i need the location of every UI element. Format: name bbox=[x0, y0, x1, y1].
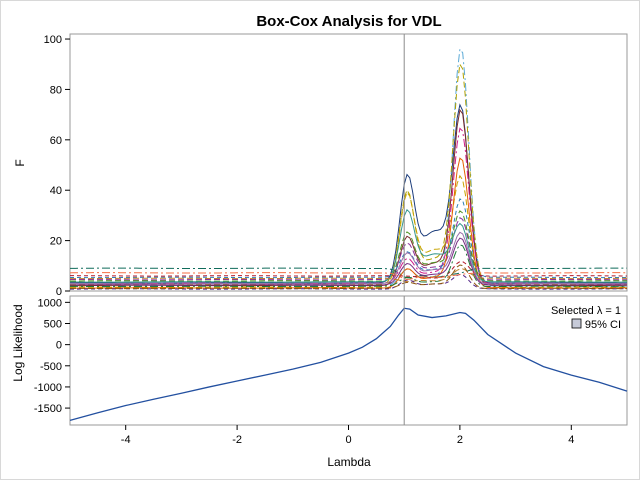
x-tick-label: -4 bbox=[121, 434, 131, 446]
f-y-axis-label: F bbox=[13, 159, 27, 166]
x-tick-label: -2 bbox=[232, 434, 242, 446]
f-series-line bbox=[69, 237, 628, 286]
ll-y-axis-label: Log Likelihood bbox=[11, 304, 25, 381]
log-likelihood-panel: -1500 -1000 -500 0 500 1000 Log Likelihood Se… bbox=[11, 295, 628, 426]
ll-y-tick-label: 1000 bbox=[38, 297, 62, 309]
f-y-tick-label: 40 bbox=[50, 185, 62, 197]
legend-selected-lambda: Selected λ = 1 bbox=[551, 305, 621, 317]
ll-series-group bbox=[69, 307, 628, 421]
f-series-line bbox=[69, 208, 628, 283]
ll-y-tick-label: 500 bbox=[44, 318, 62, 330]
f-series-line bbox=[69, 267, 628, 279]
f-series-group bbox=[69, 47, 628, 290]
f-series-line bbox=[69, 244, 628, 288]
x-tick-label: 0 bbox=[345, 434, 351, 446]
f-statistic-panel: 0 20 40 60 80 100 F bbox=[13, 33, 628, 298]
log-likelihood-line bbox=[69, 307, 628, 421]
f-series-line bbox=[70, 268, 628, 283]
f-series-line bbox=[69, 157, 628, 289]
x-axis: -4 -2 0 2 4 bbox=[121, 425, 574, 446]
f-panel-frame bbox=[69, 33, 628, 292]
legend-ci-swatch bbox=[571, 318, 582, 329]
f-y-tick-label: 60 bbox=[50, 135, 62, 147]
f-series-line bbox=[69, 217, 628, 281]
legend-ci-label: 95% CI bbox=[585, 319, 621, 331]
ll-y-tick-label: 0 bbox=[56, 340, 62, 352]
ll-panel-frame bbox=[69, 295, 628, 426]
f-series-line bbox=[70, 261, 628, 279]
f-series-line bbox=[69, 210, 627, 282]
f-series-line bbox=[69, 264, 628, 290]
f-y-tick-label: 80 bbox=[50, 84, 62, 96]
chart-title: Box-Cox Analysis for VDL bbox=[256, 13, 441, 30]
f-y-axis-ticks: 0 20 40 60 80 100 bbox=[44, 34, 70, 298]
ll-y-tick-label: -1000 bbox=[34, 382, 62, 394]
f-series-line bbox=[69, 272, 628, 280]
legend: Selected λ = 1 95% CI bbox=[551, 305, 621, 331]
x-tick-label: 4 bbox=[568, 434, 574, 446]
f-y-tick-label: 0 bbox=[56, 286, 62, 298]
ll-y-axis-ticks: -1500 -1000 -500 0 500 1000 bbox=[34, 297, 70, 415]
ll-y-tick-label: -500 bbox=[40, 361, 62, 373]
f-series-line bbox=[70, 231, 628, 285]
f-series-line bbox=[69, 198, 628, 279]
f-y-tick-label: 100 bbox=[44, 34, 62, 46]
ll-y-tick-label: -1500 bbox=[34, 403, 62, 415]
x-axis-label: Lambda bbox=[327, 455, 371, 469]
x-tick-label: 2 bbox=[457, 434, 463, 446]
f-y-tick-label: 20 bbox=[50, 236, 62, 248]
